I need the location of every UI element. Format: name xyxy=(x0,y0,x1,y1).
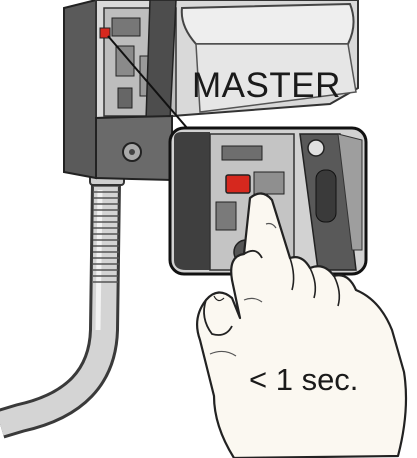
hand-pressing-icon xyxy=(195,192,408,458)
device-housing xyxy=(63,0,359,182)
conduit-cable xyxy=(0,154,125,439)
device-name-label: MASTER xyxy=(192,66,341,105)
press-duration-label: < 1 sec. xyxy=(249,362,359,397)
